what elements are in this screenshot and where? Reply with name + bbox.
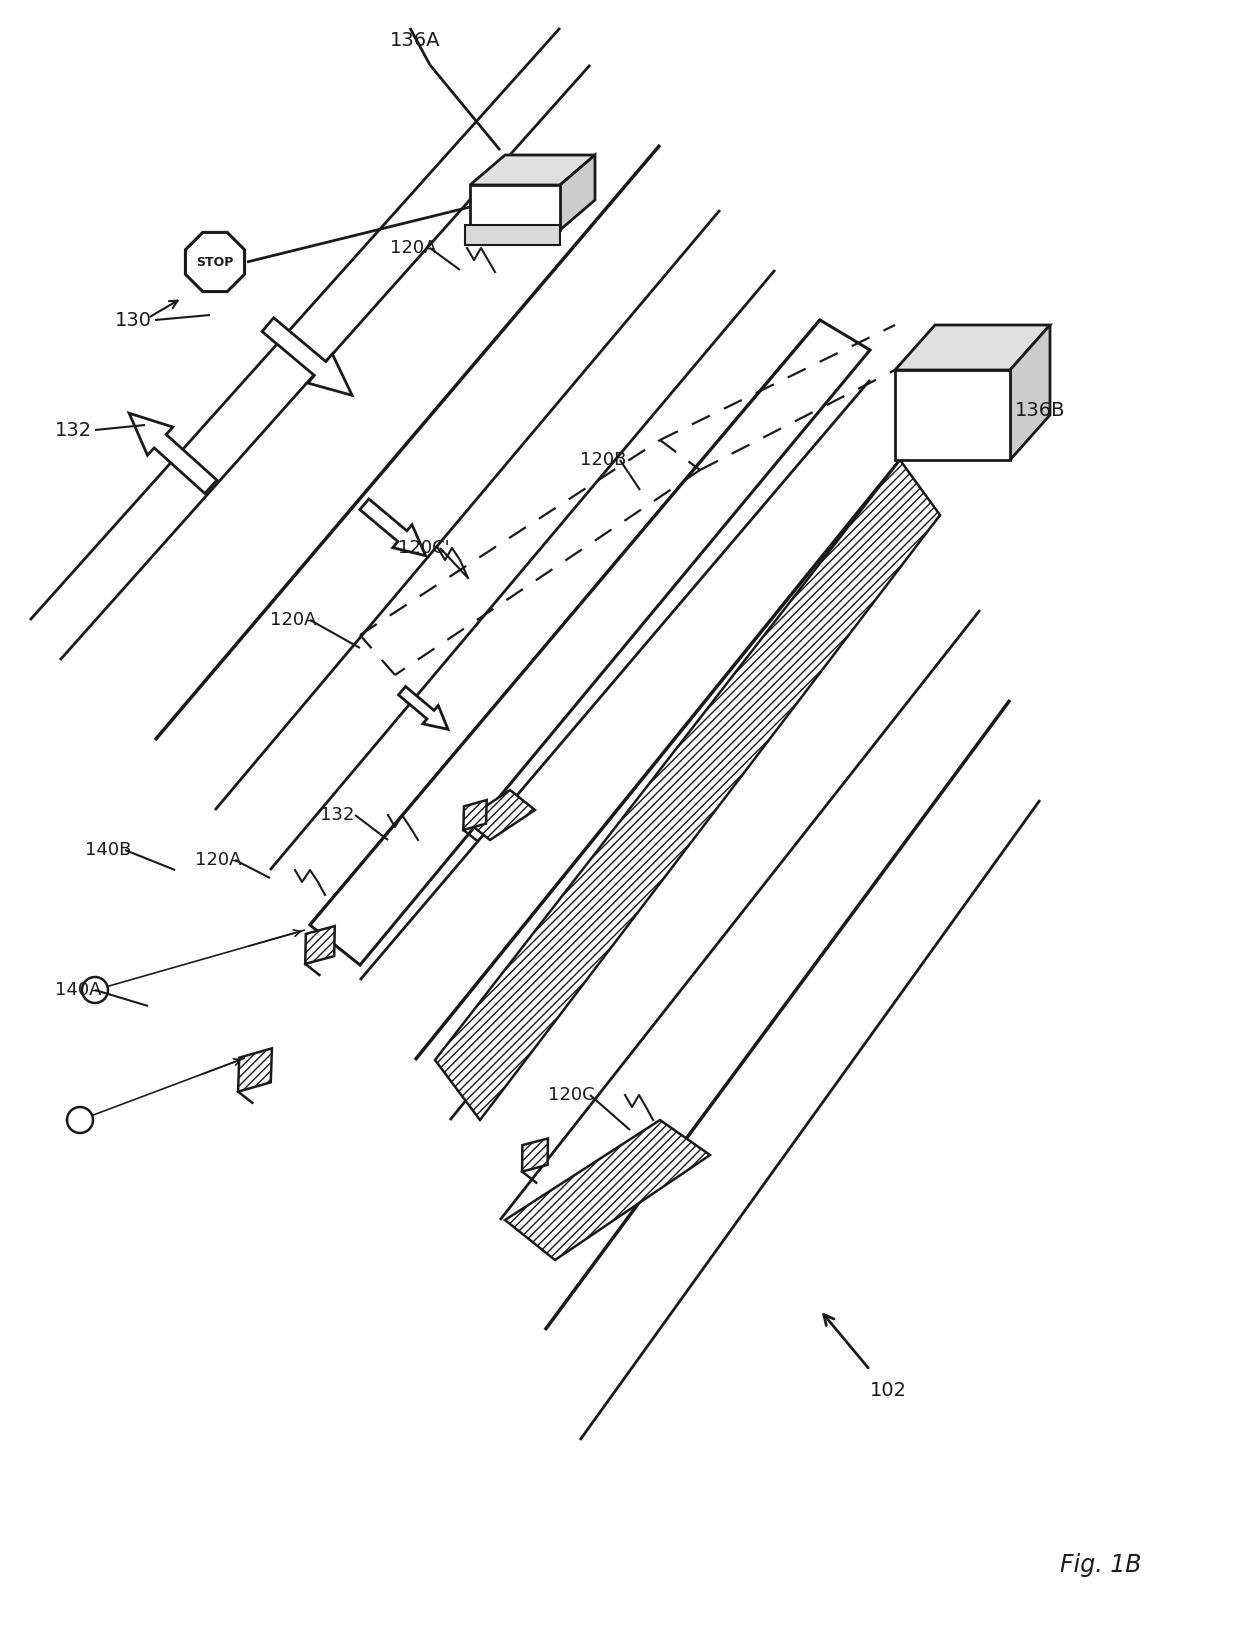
Text: STOP: STOP bbox=[196, 255, 233, 268]
Circle shape bbox=[82, 978, 108, 1002]
Text: 120A: 120A bbox=[270, 611, 316, 629]
Polygon shape bbox=[360, 499, 425, 556]
Polygon shape bbox=[465, 790, 534, 840]
Polygon shape bbox=[522, 1138, 548, 1172]
Polygon shape bbox=[186, 232, 244, 291]
Text: 136A: 136A bbox=[389, 31, 440, 51]
Polygon shape bbox=[129, 414, 217, 494]
Polygon shape bbox=[435, 459, 940, 1120]
Text: 120C: 120C bbox=[548, 1086, 595, 1104]
Polygon shape bbox=[895, 370, 1011, 459]
Text: 120B: 120B bbox=[580, 451, 626, 469]
Text: 140A: 140A bbox=[55, 981, 102, 999]
Text: 120A: 120A bbox=[391, 239, 436, 257]
Polygon shape bbox=[262, 317, 352, 396]
Text: 120C': 120C' bbox=[398, 540, 450, 558]
Polygon shape bbox=[505, 1120, 711, 1261]
Polygon shape bbox=[560, 155, 595, 231]
Text: 130: 130 bbox=[115, 311, 153, 330]
Polygon shape bbox=[470, 185, 560, 231]
Text: 132: 132 bbox=[320, 806, 355, 824]
Polygon shape bbox=[305, 925, 335, 965]
Polygon shape bbox=[470, 155, 595, 185]
Text: 140B: 140B bbox=[86, 840, 131, 858]
Polygon shape bbox=[310, 320, 870, 965]
Polygon shape bbox=[895, 325, 1050, 370]
Polygon shape bbox=[464, 800, 486, 831]
Polygon shape bbox=[398, 687, 448, 729]
Text: Fig. 1B: Fig. 1B bbox=[1060, 1553, 1142, 1578]
Polygon shape bbox=[465, 226, 560, 245]
Polygon shape bbox=[1011, 325, 1050, 459]
Circle shape bbox=[67, 1107, 93, 1133]
Text: 136B: 136B bbox=[1016, 401, 1065, 420]
Text: 102: 102 bbox=[870, 1380, 906, 1400]
Text: 120A: 120A bbox=[195, 850, 242, 868]
Text: 132: 132 bbox=[55, 420, 92, 440]
Polygon shape bbox=[238, 1048, 272, 1092]
